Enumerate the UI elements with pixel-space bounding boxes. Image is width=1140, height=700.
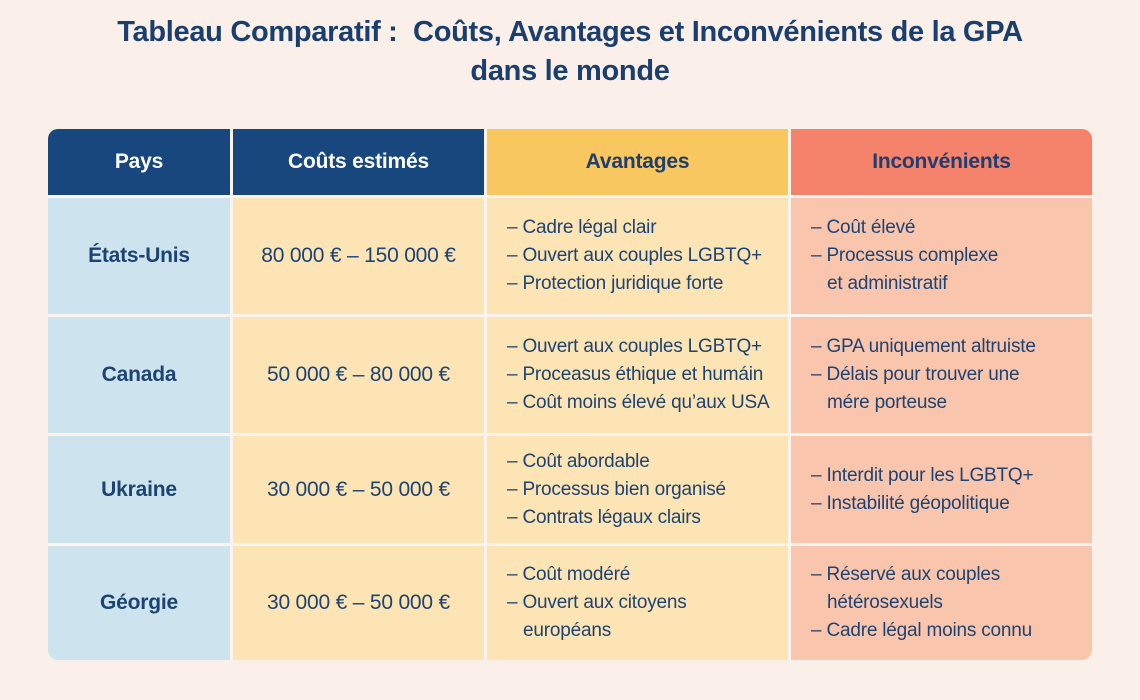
cell-inconvenients-canada: – GPA uniquement altruiste – Délais pour… [791,317,1092,433]
column-header-couts: Coûts estimés [233,129,484,195]
list-item: – Ouvert aux citoyens européans [507,592,687,641]
list-item: – Protection juridique forte [507,273,724,294]
cell-couts-georgie: 30 000 € – 50 000 € [233,546,484,660]
cell-avantages-canada: – Ouvert aux couples LGBTQ+ – Proceasus … [487,317,788,433]
list-item: – Coût modéré [507,564,631,585]
cell-avantages-etats-unis: – Cadre légal clair – Ouvert aux couples… [487,198,788,314]
cell-inconvenients-georgie: – Réservé aux couples hétérosexuels – Ca… [791,546,1092,660]
cell-couts-ukraine: 30 000 € – 50 000 € [233,436,484,543]
cell-inconvenients-etats-unis: – Coût élevé – Processus complexe et adm… [791,198,1092,314]
list-item: – Ouvert aux couples LGBTQ+ [507,336,762,357]
cell-avantages-ukraine: – Coût abordable – Processus bien organi… [487,436,788,543]
list-item: – Réservé aux couples hétérosexuels [811,564,1001,613]
list-item: – Processus complexe et administratif [811,245,999,294]
cell-pays-georgie: Géorgie [48,546,230,660]
cell-pays-ukraine: Ukraine [48,436,230,543]
comparison-table: Pays Coûts estimés Avantages Inconvénien… [48,129,1092,660]
list-item: – Ouvert aux couples LGBTQ+ [507,245,762,266]
list-item: – Coût moins élevé qu’aux USA [507,392,770,413]
list-item: – Délais pour trouver une mére porteuse [811,364,1020,413]
list-item: – Contrats légaux clairs [507,506,701,528]
cell-avantages-georgie: – Coût modéré – Ouvert aux citoyens euro… [487,546,788,660]
column-header-inconvenients: Inconvénients [791,129,1092,195]
list-item: – Cadre légal clair [507,217,657,238]
list-item: – Instabilité géopolitique [811,492,1010,514]
list-item: – Coût abordable [507,450,650,472]
list-item: – Interdit pour les LGBTQ+ [811,464,1034,486]
cell-pays-canada: Canada [48,317,230,433]
list-item: – Proceasus éthique et humáin [507,364,764,385]
cell-couts-canada: 50 000 € – 80 000 € [233,317,484,433]
cell-couts-etats-unis: 80 000 € – 150 000 € [233,198,484,314]
list-item: – Cadre légal moins connu [811,620,1033,641]
list-item: – Coût élevé [811,217,916,238]
cell-inconvenients-ukraine: – Interdit pour les LGBTQ+ – Instabilité… [791,436,1092,543]
list-item: – Processus bien organisé [507,478,726,500]
column-header-pays: Pays [48,129,230,195]
column-header-avantages: Avantages [487,129,788,195]
page-title: Tableau Comparatif : Coûts, Avantages et… [117,16,1023,87]
list-item: – GPA uniquement altruiste [811,336,1036,357]
cell-pays-etats-unis: États-Unis [48,198,230,314]
